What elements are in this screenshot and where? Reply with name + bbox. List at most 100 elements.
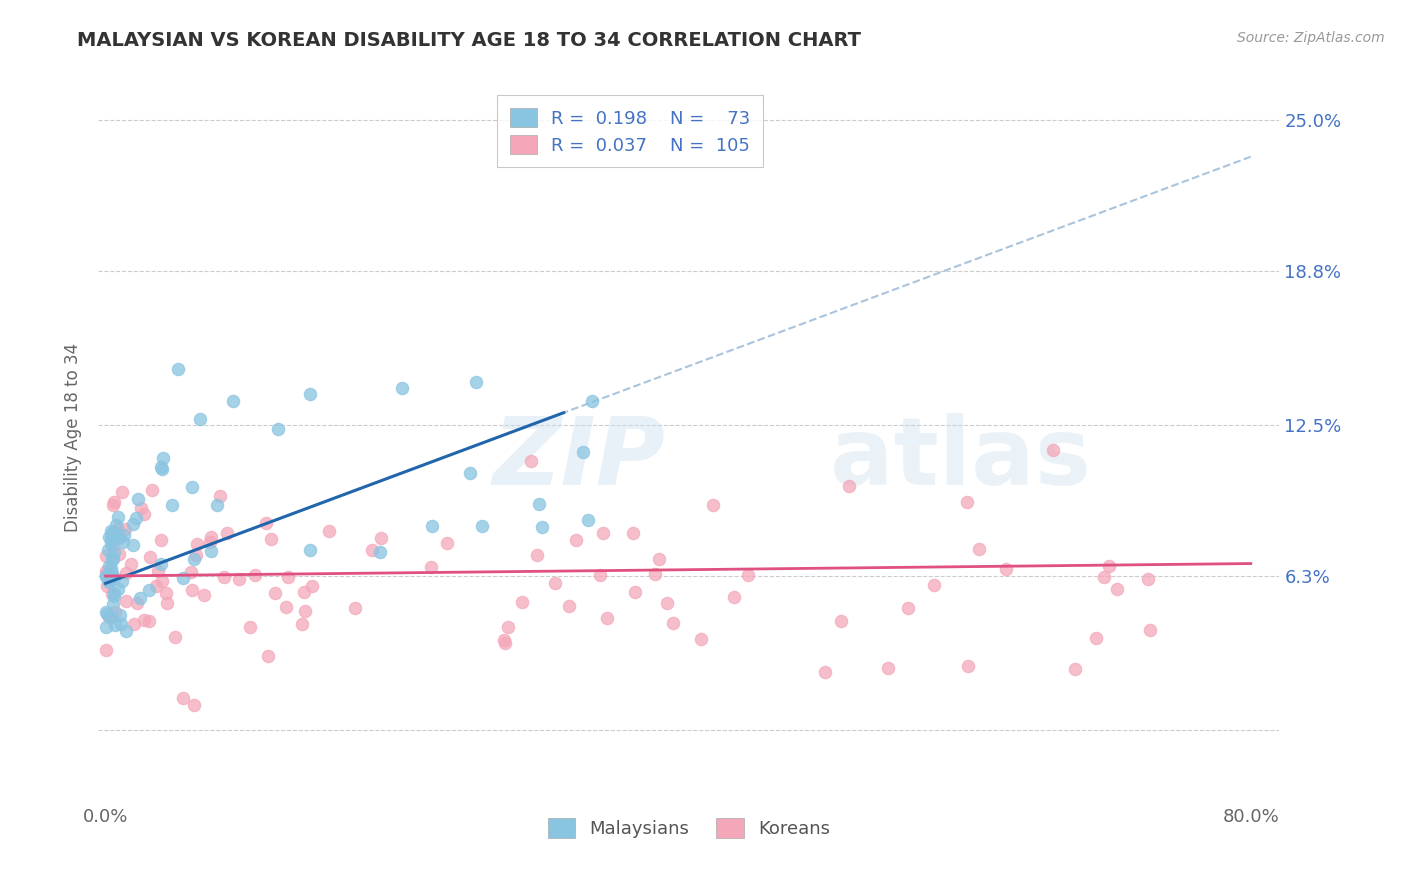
Point	[188, 411, 211, 425]
Point	[956, 494, 979, 508]
Point	[527, 497, 550, 511]
Point	[132, 613, 155, 627]
Point	[98, 530, 121, 544]
Point	[122, 617, 145, 632]
Point	[1063, 662, 1085, 676]
Point	[94, 642, 117, 657]
Point	[291, 617, 314, 632]
Point	[107, 510, 129, 524]
Point	[104, 605, 127, 619]
Point	[94, 620, 117, 634]
Point	[96, 607, 118, 622]
Point	[264, 586, 287, 600]
Point	[100, 533, 122, 547]
Point	[172, 571, 194, 585]
Point	[589, 568, 612, 582]
Point	[702, 498, 724, 512]
Point	[103, 585, 125, 599]
Point	[94, 567, 117, 582]
Point	[148, 564, 170, 578]
Point	[132, 507, 155, 521]
Point	[1092, 569, 1115, 583]
Point	[368, 545, 391, 559]
Point	[101, 527, 124, 541]
Point	[496, 620, 519, 634]
Point	[150, 459, 173, 474]
Point	[166, 361, 188, 376]
Point	[1105, 582, 1128, 596]
Point	[107, 522, 129, 536]
Point	[97, 610, 120, 624]
Point	[648, 552, 671, 566]
Point	[96, 569, 118, 583]
Point	[105, 518, 128, 533]
Point	[101, 498, 124, 512]
Point	[200, 543, 222, 558]
Point	[530, 520, 553, 534]
Point	[103, 552, 125, 566]
Point	[662, 616, 685, 631]
Point	[101, 551, 124, 566]
Point	[122, 516, 145, 531]
Point	[254, 516, 277, 531]
Point	[967, 542, 990, 557]
Point	[436, 536, 458, 550]
Point	[110, 616, 132, 631]
Point	[184, 548, 207, 562]
Point	[581, 394, 603, 409]
Point	[107, 531, 129, 545]
Point	[145, 579, 167, 593]
Point	[576, 513, 599, 527]
Point	[572, 444, 595, 458]
Point	[139, 549, 162, 564]
Point	[624, 585, 647, 599]
Point	[621, 525, 644, 540]
Point	[183, 698, 205, 713]
Point	[101, 539, 124, 553]
Point	[98, 573, 121, 587]
Point	[98, 559, 121, 574]
Point	[1042, 443, 1064, 458]
Point	[100, 586, 122, 600]
Point	[107, 547, 129, 561]
Point	[318, 524, 340, 539]
Point	[96, 578, 118, 592]
Point	[107, 582, 129, 596]
Point	[343, 601, 366, 615]
Legend: Malaysians, Koreans: Malaysians, Koreans	[541, 811, 837, 845]
Point	[127, 596, 149, 610]
Point	[471, 519, 494, 533]
Point	[492, 633, 515, 648]
Point	[596, 611, 619, 625]
Point	[155, 596, 177, 610]
Point	[101, 524, 124, 539]
Point	[141, 483, 163, 497]
Point	[1139, 623, 1161, 637]
Point	[103, 545, 125, 559]
Point	[110, 485, 132, 500]
Point	[97, 573, 120, 587]
Point	[138, 614, 160, 628]
Point	[186, 537, 208, 551]
Point	[361, 542, 384, 557]
Point	[298, 387, 321, 401]
Point	[138, 583, 160, 598]
Point	[94, 549, 117, 563]
Point	[370, 532, 392, 546]
Point	[100, 561, 122, 575]
Point	[267, 422, 290, 436]
Point	[180, 565, 202, 579]
Point	[420, 519, 443, 533]
Point	[127, 492, 149, 507]
Point	[103, 570, 125, 584]
Point	[1098, 559, 1121, 574]
Point	[243, 568, 266, 582]
Point	[420, 560, 443, 574]
Point	[217, 526, 239, 541]
Point	[150, 462, 173, 476]
Point	[956, 659, 979, 673]
Text: ZIP: ZIP	[492, 413, 665, 505]
Point	[644, 567, 666, 582]
Point	[110, 608, 132, 623]
Point	[183, 551, 205, 566]
